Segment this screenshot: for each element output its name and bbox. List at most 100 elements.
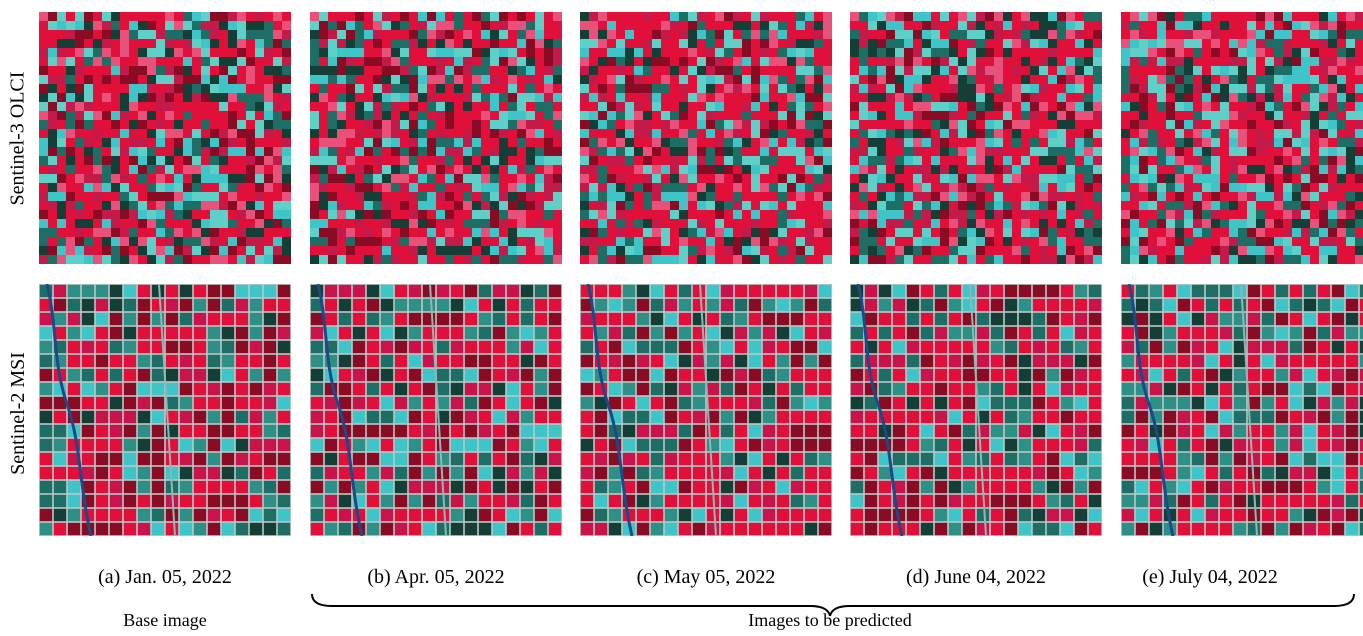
pixel-block: [111, 246, 121, 256]
pixel-block: [634, 219, 644, 229]
pixel-block: [1193, 93, 1203, 103]
pixel-block: [733, 147, 743, 157]
pixel-block: [760, 183, 770, 193]
pixel-block: [237, 120, 247, 130]
field-parcel: [338, 382, 352, 396]
pixel-block: [769, 111, 779, 121]
pixel-block: [985, 39, 995, 49]
pixel-block: [958, 93, 968, 103]
pixel-block: [670, 39, 680, 49]
pixel-block: [778, 183, 788, 193]
pixel-block: [1075, 156, 1085, 166]
pixel-block: [219, 111, 229, 121]
field-parcel: [506, 466, 520, 480]
pixel-block: [1355, 120, 1363, 130]
pixel-block: [904, 93, 914, 103]
field-parcel: [748, 522, 762, 536]
pixel-block: [823, 39, 832, 49]
pixel-block: [1292, 102, 1302, 112]
field-parcel: [492, 354, 506, 368]
pixel-block: [877, 210, 887, 220]
pixel-block: [1057, 93, 1067, 103]
pixel-block: [156, 21, 166, 31]
pixel-block: [1319, 201, 1329, 211]
pixel-block: [201, 48, 211, 58]
pixel-block: [282, 93, 291, 103]
pixel-block: [661, 21, 671, 31]
pixel-block: [760, 75, 770, 85]
pixel-block: [165, 57, 175, 67]
pixel-block: [147, 21, 157, 31]
field-parcel: [478, 354, 492, 368]
pixel-block: [373, 102, 383, 112]
pixel-block: [427, 84, 437, 94]
field-parcel: [249, 354, 263, 368]
pixel-block: [382, 75, 392, 85]
pixel-block: [355, 228, 365, 238]
pixel-block: [670, 228, 680, 238]
pixel-block: [625, 174, 635, 184]
pixel-block: [814, 237, 824, 247]
field-parcel: [352, 410, 366, 424]
field-parcel: [878, 382, 892, 396]
pixel-block: [805, 165, 815, 175]
pixel-block: [237, 48, 247, 58]
pixel-block: [1301, 174, 1311, 184]
pixel-block: [1057, 156, 1067, 166]
pixel-block: [994, 120, 1004, 130]
pixel-block: [66, 147, 76, 157]
pixel-block: [1328, 66, 1338, 76]
pixel-block: [382, 30, 392, 40]
pixel-block: [1066, 120, 1076, 130]
pixel-block: [210, 138, 220, 148]
pixel-block: [1048, 93, 1058, 103]
pixel-block: [1093, 120, 1102, 130]
field-parcel: [664, 368, 678, 382]
field-parcel: [790, 480, 804, 494]
pixel-block: [337, 219, 347, 229]
field-parcel: [235, 354, 249, 368]
pixel-block: [940, 138, 950, 148]
pixel-block: [382, 138, 392, 148]
pixel-block: [1130, 156, 1140, 166]
pixel-block: [1175, 192, 1185, 202]
field-parcel: [608, 340, 622, 354]
field-parcel: [67, 326, 81, 340]
pixel-block: [1157, 183, 1167, 193]
pixel-block: [616, 120, 626, 130]
pixel-block: [1048, 57, 1058, 67]
pixel-block: [733, 138, 743, 148]
pixel-block: [1184, 138, 1194, 148]
pixel-block: [751, 102, 761, 112]
pixel-block: [1157, 138, 1167, 148]
pixel-block: [310, 192, 320, 202]
pixel-block: [1193, 210, 1203, 220]
pixel-block: [904, 219, 914, 229]
pixel-block: [174, 30, 184, 40]
pixel-block: [589, 183, 599, 193]
pixel-block: [769, 246, 779, 256]
pixel-block: [949, 138, 959, 148]
pixel-block: [760, 111, 770, 121]
field-parcel: [748, 382, 762, 396]
pixel-block: [427, 147, 437, 157]
field-parcel: [352, 382, 366, 396]
pixel-block: [1265, 48, 1275, 58]
pixel-block: [1057, 255, 1067, 264]
pixel-block: [39, 21, 49, 31]
pixel-block: [1283, 75, 1293, 85]
pixel-block: [1319, 111, 1329, 121]
pixel-block: [1328, 246, 1338, 256]
pixel-block: [1175, 183, 1185, 193]
field-parcel: [249, 480, 263, 494]
pixel-block: [328, 201, 338, 211]
field-parcel: [818, 466, 832, 480]
pixel-block: [886, 228, 896, 238]
pixel-block: [1175, 201, 1185, 211]
pixel-block: [886, 201, 896, 211]
pixel-block: [1121, 84, 1131, 94]
field-parcel: [450, 354, 464, 368]
pixel-block: [1148, 210, 1158, 220]
pixel-block: [940, 147, 950, 157]
field-parcel: [580, 480, 594, 494]
